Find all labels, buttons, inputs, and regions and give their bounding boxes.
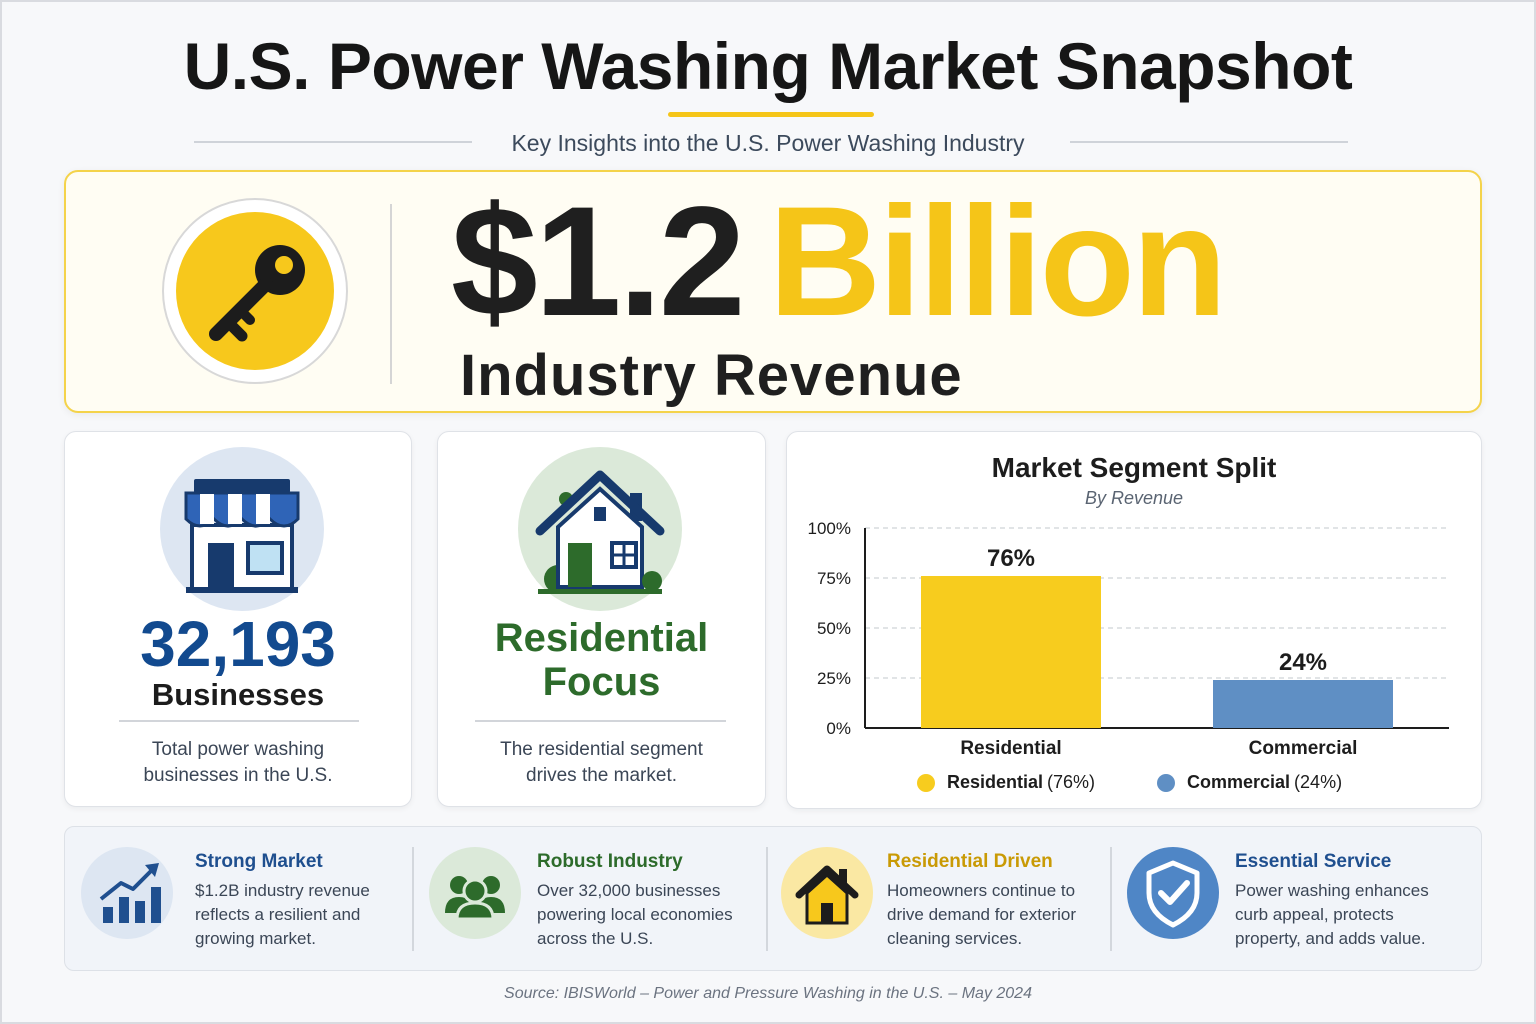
feature-title: Residential Driven: [887, 851, 1053, 872]
y-tick-label: 25%: [817, 669, 851, 688]
x-category-label: Residential: [960, 738, 1061, 759]
business-count-label: Businesses: [151, 677, 325, 712]
home-icon-badge: [781, 847, 873, 939]
y-tick-label: 75%: [817, 569, 851, 588]
house-icon: [535, 470, 665, 594]
legend-swatch-commercial: [1157, 773, 1175, 792]
subtitle-rule-left: [194, 141, 472, 143]
residential-focus-title: Residential Focus: [494, 616, 709, 704]
page-subtitle: Key Insights into the U.S. Power Washing…: [511, 130, 1025, 156]
segment-chart-card: Market Segment Split By Revenue 0% 25% 50%…: [786, 431, 1482, 809]
shield-check-icon-badge: [1127, 847, 1219, 939]
residential-focus-card: Residential Focus The residential segmen…: [437, 431, 766, 807]
revenue-value: $1.2 Billion: [451, 184, 1227, 340]
feature-description: Over 32,000 businesses powering local ec…: [537, 881, 733, 948]
feature-separator: [412, 847, 414, 951]
revenue-amount: $1.2: [451, 175, 746, 349]
key-icon: [209, 245, 305, 342]
revenue-hero-panel: $1.2 Billion Industry Revenue: [64, 170, 1482, 413]
businesses-card-description: Total power washing businesses in the U.…: [143, 739, 333, 786]
y-tick-label: 50%: [817, 619, 851, 638]
revenue-unit: Billion: [768, 175, 1228, 349]
chart-subtitle: By Revenue: [1084, 488, 1184, 508]
businesses-card: 32,193 Businesses Total power washing bu…: [64, 431, 412, 807]
shield-check-icon: [1146, 860, 1200, 928]
legend-item-commercial: Commercial (24%): [1157, 772, 1342, 793]
title-underline: [668, 112, 874, 117]
segment-bar-chart: 0% 25% 50% 75% 100% 76% Residential 24% Commerci…: [808, 519, 1449, 759]
growth-chart-icon: [99, 863, 161, 923]
bar-residential: [921, 576, 1101, 728]
highlights-strip: Strong Market $1.2B industry revenue ref…: [64, 826, 1482, 971]
revenue-label: Industry Revenue: [460, 343, 963, 408]
bar-commercial: [1213, 680, 1393, 728]
x-category-label: Commercial: [1249, 738, 1358, 759]
subtitle-rule-right: [1070, 141, 1348, 143]
legend-item-residential: Residential (76%): [917, 772, 1095, 793]
source-citation: Source: IBISWorld – Power and Pressure W…: [504, 985, 1032, 1002]
storefront-icon: [184, 479, 300, 593]
y-tick-label: 0%: [826, 719, 851, 738]
growth-chart-icon-badge: [81, 847, 173, 939]
businesses-card-rule: [119, 720, 359, 722]
people-group-icon: [445, 876, 505, 921]
page-title: U.S. Power Washing Market Snapshot: [183, 29, 1353, 103]
residential-card-description: The residential segment drives the marke…: [500, 739, 703, 786]
feature-essential-service: Essential Service Power washing enhances…: [1111, 827, 1481, 972]
feature-description: Power washing enhances curb appeal, prot…: [1235, 881, 1429, 948]
y-tick-label: 100%: [808, 519, 851, 538]
feature-strong-market: Strong Market $1.2B industry revenue ref…: [65, 827, 413, 972]
feature-description: $1.2B industry revenue reflects a resili…: [195, 881, 370, 948]
business-count: 32,193: [140, 608, 336, 680]
bar-value-label: 24%: [1279, 649, 1327, 676]
bar-value-label: 76%: [987, 545, 1035, 572]
people-group-icon-badge: [429, 847, 521, 939]
feature-title: Robust Industry: [537, 851, 683, 872]
home-icon: [795, 865, 859, 925]
feature-title: Strong Market: [195, 851, 323, 872]
feature-description: Homeowners continue to drive demand for …: [887, 881, 1076, 948]
feature-title: Essential Service: [1235, 851, 1392, 872]
legend-swatch-residential: [917, 773, 935, 792]
hero-divider: [390, 204, 392, 384]
feature-residential-driven: Residential Driven Homeowners continue t…: [767, 827, 1111, 972]
feature-separator: [766, 847, 768, 951]
residential-card-rule: [475, 720, 726, 722]
key-icon-badge: [176, 212, 334, 370]
house-icon-badge: [518, 447, 682, 611]
feature-robust-industry: Robust Industry Over 32,000 businesses p…: [413, 827, 765, 972]
chart-title: Market Segment Split: [991, 452, 1277, 483]
feature-separator: [1110, 847, 1112, 951]
storefront-icon-badge: [160, 447, 324, 611]
